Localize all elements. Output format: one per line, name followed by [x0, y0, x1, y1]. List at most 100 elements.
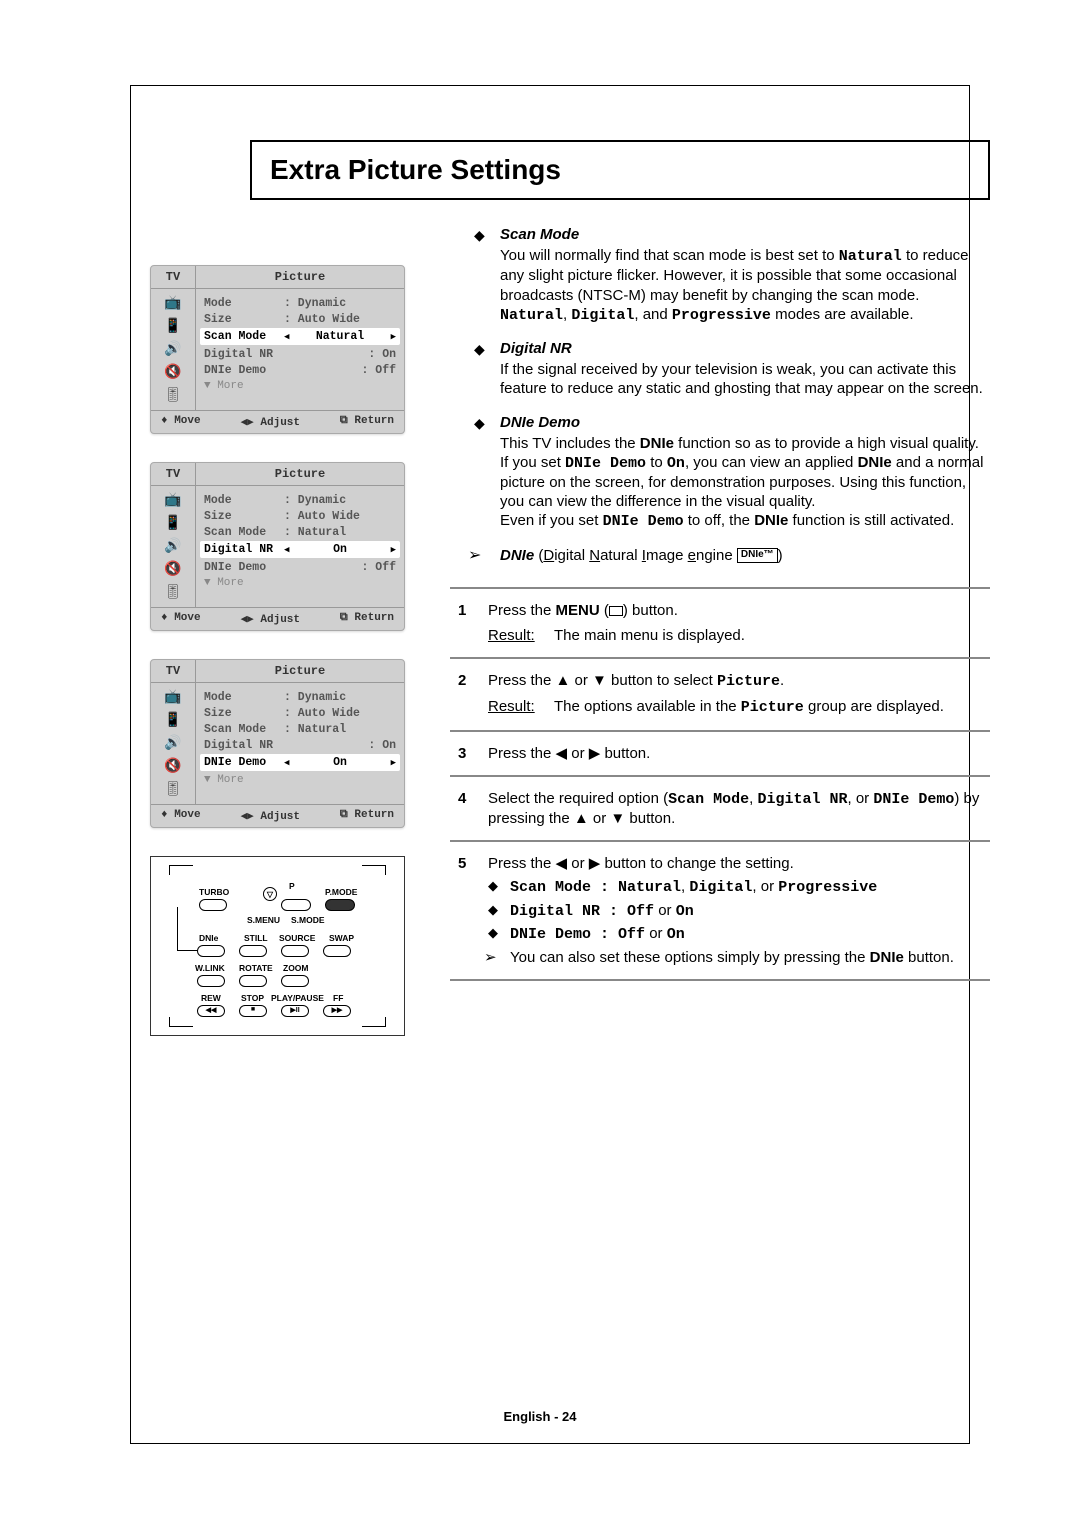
right-arrow-icon: ▶	[391, 332, 396, 342]
pointer-line	[177, 907, 197, 951]
pmode-label: P.MODE	[325, 887, 357, 897]
playpause-label: PLAY/PAUSE	[271, 993, 324, 1003]
footer-adjust: ◀▶ Adjust	[241, 809, 300, 823]
rew-label: REW	[201, 993, 221, 1003]
demo-label: DNIe Demo	[204, 364, 284, 377]
osd-tv-label: TV	[151, 266, 196, 288]
bullet-digital-nr: ◆Digital NR : Off or On	[510, 901, 990, 921]
left-column: TV Picture 📺 📱 🔊 🔇 🎚 Mode: Dynamic Size:…	[150, 265, 405, 1036]
osd-icon-column: 📺 📱 🔊 🔇 🎚	[151, 683, 196, 804]
highlighted-row: Digital NR◀On▶	[200, 541, 400, 558]
nr-label: Digital NR	[204, 543, 284, 556]
play-button: ▶II	[281, 1005, 309, 1017]
footer-adjust: ◀▶ Adjust	[241, 612, 300, 626]
size-value: : Auto Wide	[284, 313, 396, 326]
setup-icon: 🎚	[163, 584, 183, 601]
footer-move: ♦ Move	[161, 809, 201, 823]
left-arrow-icon: ◀	[284, 545, 289, 555]
more-indicator: ▼ More	[204, 772, 396, 786]
wlink-label: W.LINK	[195, 963, 225, 973]
nr-value: On	[333, 543, 347, 556]
swap-label: SWAP	[329, 933, 354, 943]
pointer-icon: ➢	[468, 546, 481, 566]
pointer-icon: ➢	[484, 948, 497, 967]
x-icon: 🔇	[163, 561, 183, 578]
step-3: 3 Press the ◀ or ▶ button.	[450, 740, 990, 767]
scan-value: : Natural	[284, 723, 396, 736]
stop-label: STOP	[241, 993, 264, 1003]
nr-value: : On	[284, 348, 396, 361]
still-label: STILL	[244, 933, 268, 943]
demo-value: : Off	[284, 364, 396, 377]
size-label: Size	[204, 313, 284, 326]
dnie-body-1: This TV includes the DNIe function so as…	[500, 434, 990, 453]
diamond-icon: ◆	[488, 878, 498, 895]
left-arrow-icon: ◀	[284, 332, 289, 342]
mode-label: Mode	[204, 297, 284, 310]
size-value: : Auto Wide	[284, 707, 396, 720]
osd-title: Picture	[196, 266, 404, 288]
dnie-logo-icon: DNIe™	[737, 548, 778, 563]
joystick-button	[281, 899, 311, 911]
down-button: ▽	[263, 887, 277, 901]
dnie-definition: ➢ DNIe (Digital Natural Image engine DNI…	[450, 546, 990, 565]
remote-diagram: TURBO P P.MODE ▽ S.MENU S.MODE DNIe STIL…	[150, 856, 405, 1036]
osd-screenshot-3: TV Picture 📺 📱 🔊 🔇 🎚 Mode: Dynamic Size:…	[150, 659, 405, 828]
result-label: Result:	[488, 697, 554, 717]
more-indicator: ▼ More	[204, 575, 396, 589]
menu-icon	[609, 606, 623, 616]
diamond-icon: ◆	[488, 902, 498, 919]
ff-label: FF	[333, 993, 343, 1003]
result-label: Result:	[488, 626, 554, 645]
size-label: Size	[204, 707, 284, 720]
dnie-body-3: Even if you set DNIe Demo to off, the DN…	[500, 511, 990, 531]
step-2-text: Press the ▲ or ▼ button to select Pictur…	[488, 671, 990, 691]
manual-page: Extra Picture Settings TV Picture 📺 📱 🔊 …	[0, 0, 1080, 1529]
scan-value: Natural	[316, 330, 364, 343]
input-icon: 📱	[163, 712, 183, 729]
osd-tv-label: TV	[151, 463, 196, 485]
x-icon: 🔇	[163, 758, 183, 775]
x-icon: 🔇	[163, 364, 183, 381]
dnie-demo-section: ◆ DNIe Demo This TV includes the DNIe fu…	[450, 413, 990, 532]
tv-icon: 📺	[163, 689, 183, 706]
source-button	[281, 945, 309, 957]
step-5-text: Press the ◀ or ▶ button to change the se…	[488, 854, 990, 873]
dnie-button-note: ➢You can also set these options simply b…	[510, 948, 990, 967]
size-value: : Auto Wide	[284, 510, 396, 523]
nr-label: Digital NR	[204, 348, 284, 361]
size-label: Size	[204, 510, 284, 523]
right-column: ◆ Scan Mode You will normally find that …	[450, 225, 990, 989]
mode-value: : Dynamic	[284, 297, 396, 310]
input-icon: 📱	[163, 318, 183, 335]
osd-screenshot-1: TV Picture 📺 📱 🔊 🔇 🎚 Mode: Dynamic Size:…	[150, 265, 405, 434]
p-label: P	[289, 881, 295, 891]
dnie-demo-title: DNIe Demo	[500, 413, 990, 432]
step-number: 3	[450, 744, 488, 763]
highlighted-row: Scan Mode◀ Natural ▶	[200, 328, 400, 345]
dnie-label: DNIe	[199, 933, 218, 943]
demo-label: DNIe Demo	[204, 756, 284, 769]
osd-icon-column: 📺 📱 🔊 🔇 🎚	[151, 486, 196, 607]
step-number: 4	[450, 789, 488, 828]
sound-icon: 🔊	[163, 735, 183, 752]
smenu-label: S.MENU	[247, 915, 280, 925]
setup-icon: 🎚	[163, 387, 183, 404]
source-label: SOURCE	[279, 933, 315, 943]
setup-icon: 🎚	[163, 781, 183, 798]
scan-label: Scan Mode	[204, 330, 284, 343]
scan-mode-section: ◆ Scan Mode You will normally find that …	[450, 225, 990, 325]
step-4: 4 Select the required option (Scan Mode,…	[450, 785, 990, 832]
mode-value: : Dynamic	[284, 691, 396, 704]
ff-button: ▶▶	[323, 1005, 351, 1017]
step-3-text: Press the ◀ or ▶ button.	[488, 744, 990, 763]
scan-label: Scan Mode	[204, 526, 284, 539]
sound-icon: 🔊	[163, 341, 183, 358]
mode-label: Mode	[204, 494, 284, 507]
step-5: 5 Press the ◀ or ▶ button to change the …	[450, 850, 990, 971]
swap-button	[323, 945, 351, 957]
bullet-dnie-demo: ◆DNIe Demo : Off or On	[510, 924, 990, 944]
step-number: 5	[450, 854, 488, 967]
nr-value: : On	[284, 739, 396, 752]
footer-move: ♦ Move	[161, 415, 201, 429]
